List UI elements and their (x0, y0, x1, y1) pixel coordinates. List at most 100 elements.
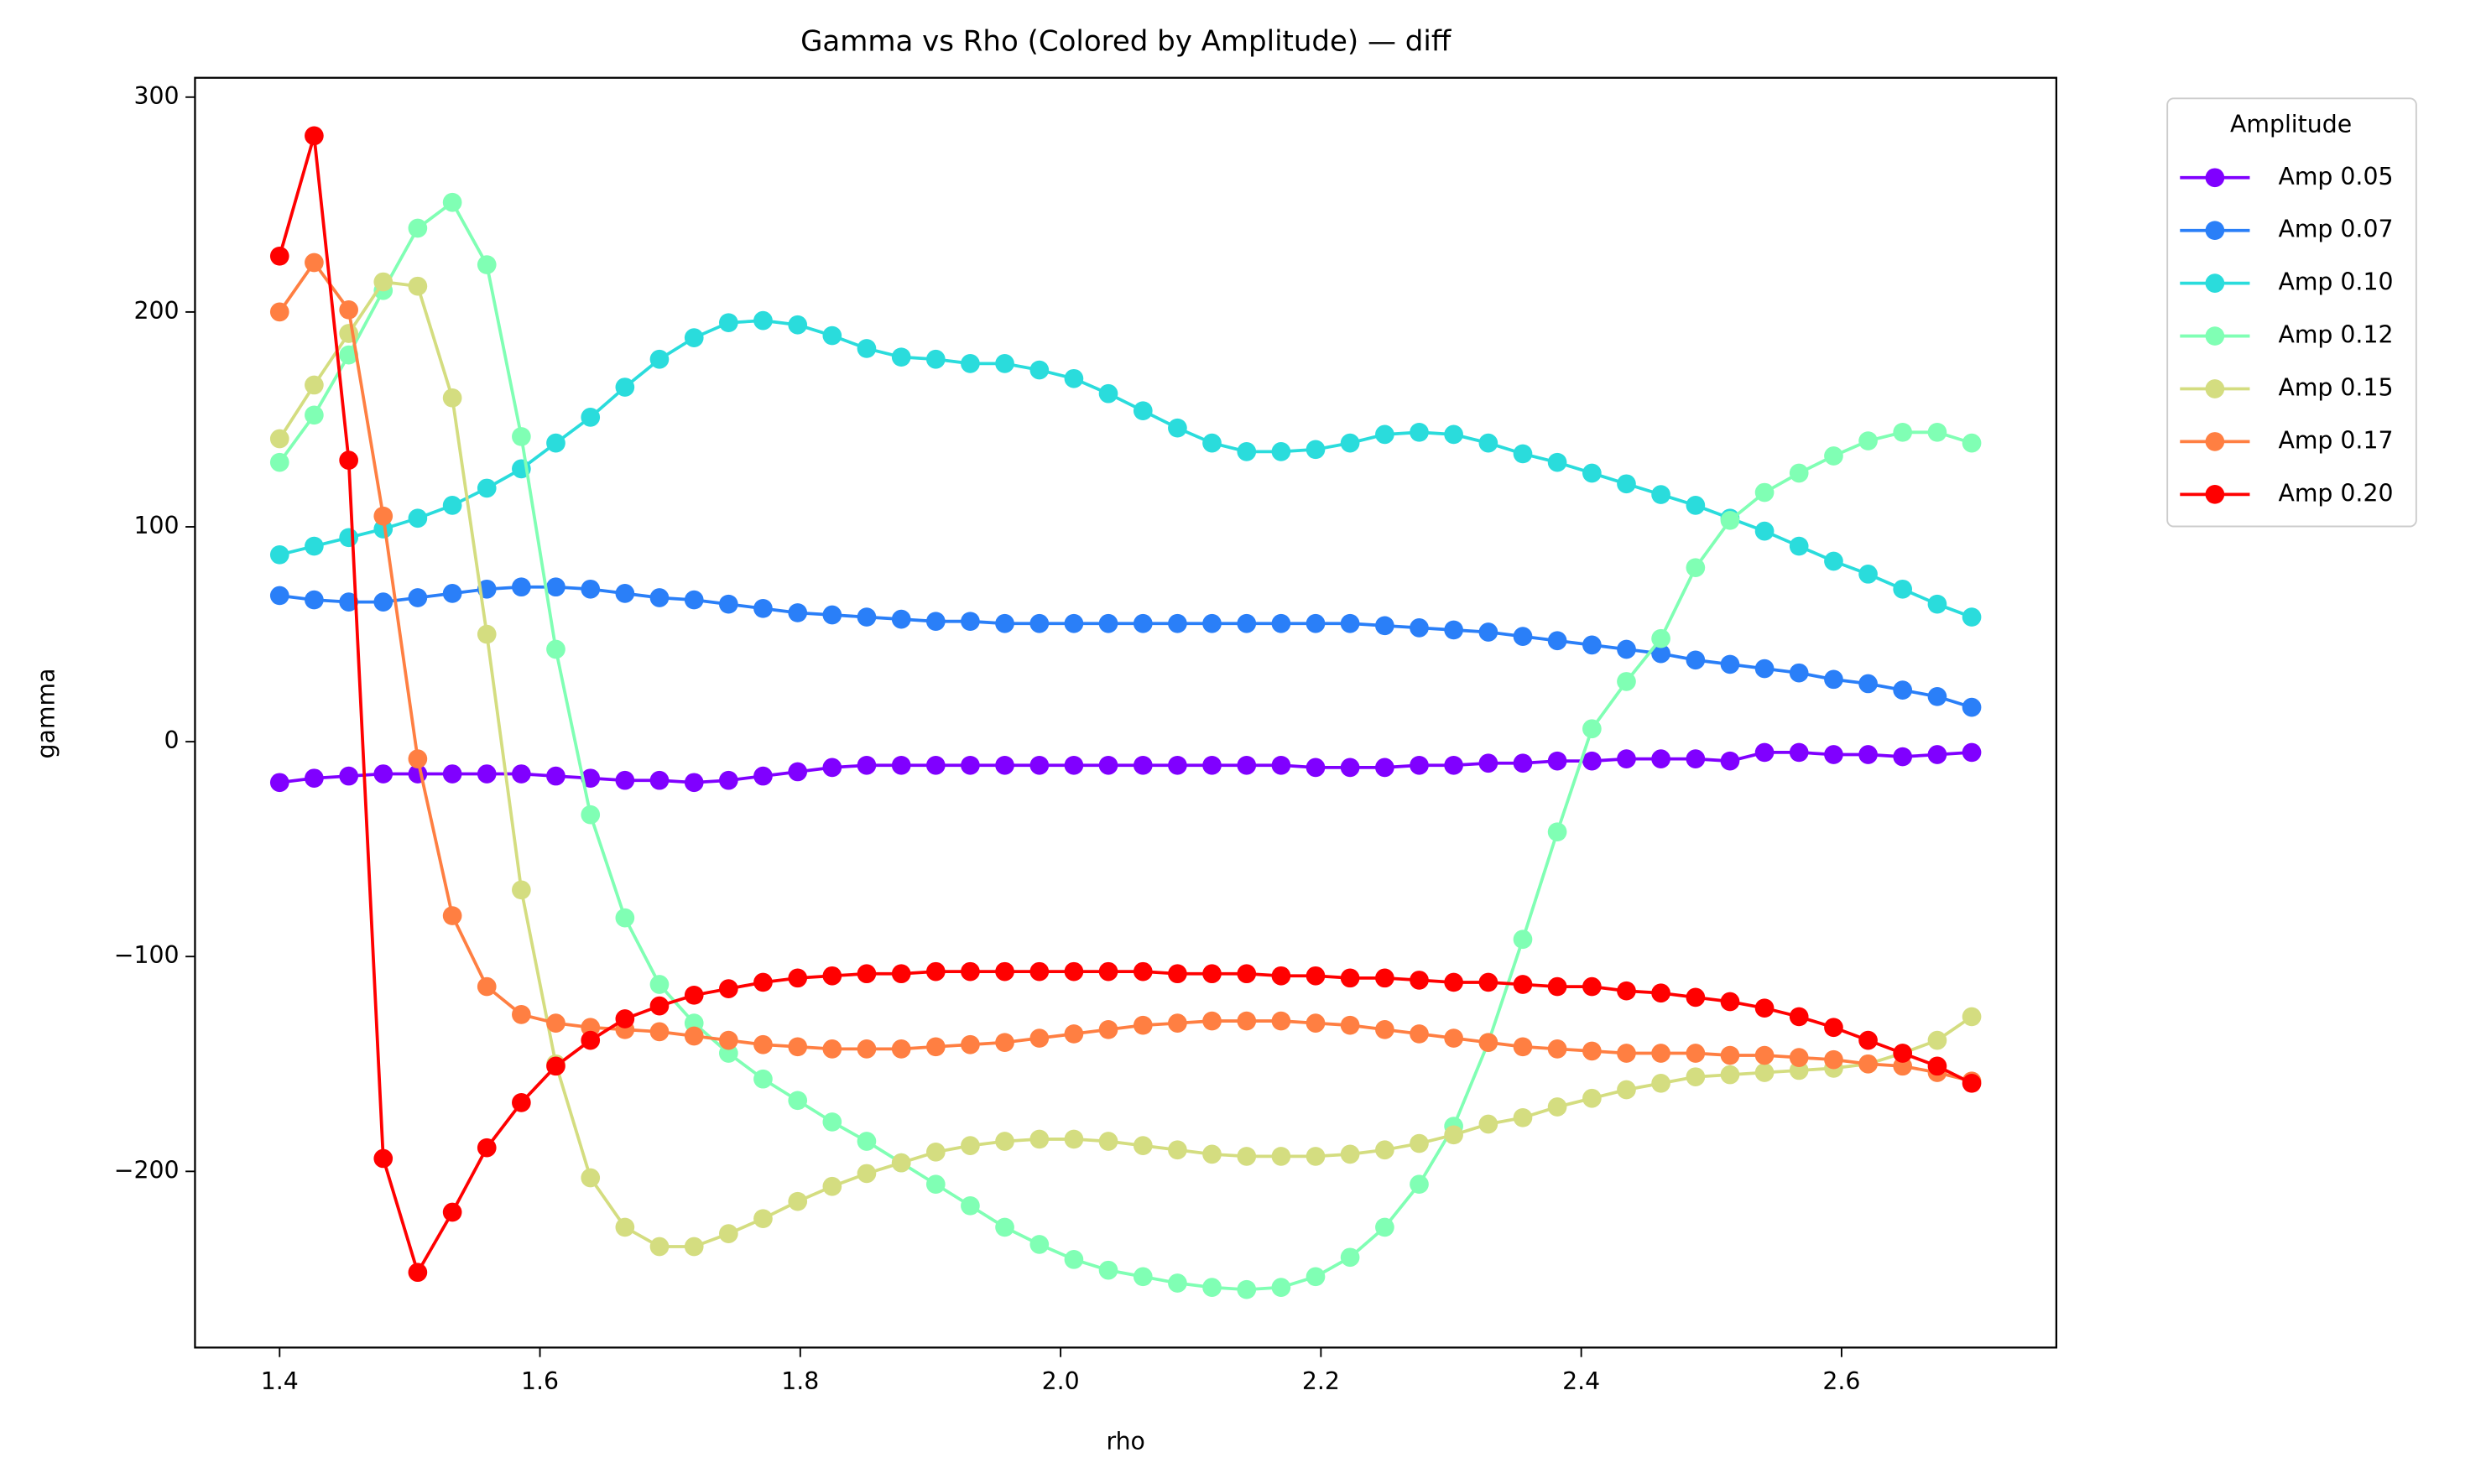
point (1962, 1073, 1982, 1093)
point (1133, 401, 1153, 421)
point (1306, 613, 1326, 633)
point (1478, 622, 1498, 642)
point (373, 592, 393, 612)
point (1513, 444, 1533, 464)
point (857, 339, 877, 358)
point (1340, 613, 1360, 633)
point (442, 906, 462, 925)
point (1478, 1033, 1498, 1053)
point (1478, 753, 1498, 773)
point (373, 1148, 393, 1169)
x-tick-label: 2.2 (1302, 1367, 1340, 1395)
point (1237, 964, 1257, 984)
point (925, 349, 946, 369)
point (891, 347, 911, 367)
point (1582, 463, 1602, 483)
point (305, 126, 324, 146)
y-tick-label: −200 (114, 1156, 180, 1184)
point (1202, 964, 1222, 984)
point (1617, 981, 1636, 1001)
point (1686, 496, 1706, 515)
point (995, 613, 1014, 633)
point (477, 764, 497, 784)
point (1547, 1097, 1567, 1117)
point (788, 1191, 808, 1211)
point (1168, 613, 1187, 633)
point (995, 755, 1014, 775)
point (1547, 751, 1567, 771)
point (1754, 521, 1775, 541)
y-tick-label: 100 (133, 512, 179, 539)
point (581, 579, 601, 599)
point (1547, 452, 1567, 472)
point (1375, 758, 1394, 778)
point (305, 405, 324, 425)
point (1237, 613, 1257, 633)
point (684, 328, 704, 347)
point (305, 768, 324, 788)
point (1133, 755, 1153, 775)
point (684, 590, 704, 610)
point (1513, 975, 1533, 994)
point (822, 1039, 842, 1059)
point (408, 588, 428, 607)
point (1858, 674, 1878, 694)
point (1375, 424, 1394, 445)
point (373, 506, 393, 526)
point (925, 1142, 946, 1162)
point (546, 639, 565, 659)
point (1444, 424, 1463, 445)
point (442, 496, 462, 515)
point (788, 762, 808, 782)
point (269, 246, 289, 266)
point (788, 603, 808, 622)
point (1410, 422, 1429, 442)
y-tick-label: 200 (133, 297, 179, 325)
legend-label: Amp 0.07 (2278, 216, 2393, 243)
point (1962, 697, 1982, 717)
chart-title: Gamma vs Rho (Colored by Amplitude) — di… (800, 25, 1452, 59)
point (1893, 579, 1913, 599)
point (857, 755, 877, 775)
point (1824, 1018, 1843, 1038)
point (1271, 755, 1291, 775)
point (442, 764, 462, 784)
point (581, 1030, 601, 1050)
legend-marker (2205, 484, 2225, 504)
point (1617, 1080, 1636, 1100)
point (305, 375, 324, 395)
point (1029, 1028, 1050, 1048)
point (1064, 961, 1084, 982)
point (442, 388, 462, 408)
point (1513, 627, 1533, 646)
point (305, 536, 324, 556)
point (753, 972, 773, 992)
plot-area (269, 126, 1982, 1299)
point (1582, 976, 1602, 997)
point (719, 770, 738, 790)
legend-marker (2205, 273, 2225, 293)
point (1686, 558, 1706, 578)
point (1720, 751, 1740, 771)
point (615, 378, 635, 397)
point (995, 1033, 1014, 1053)
point (1686, 987, 1706, 1008)
point (719, 313, 738, 333)
point (788, 1037, 808, 1057)
point (891, 755, 911, 775)
point (408, 749, 428, 768)
legend-marker (2205, 379, 2225, 398)
point (961, 1034, 980, 1054)
point (1651, 983, 1670, 1003)
point (1651, 749, 1670, 768)
point (1444, 755, 1463, 775)
point (1789, 1007, 1809, 1027)
point (339, 592, 358, 612)
legend-title: Amplitude (2230, 110, 2352, 138)
point (1927, 686, 1947, 706)
point (1237, 755, 1257, 775)
point (857, 1164, 877, 1184)
point (1444, 1028, 1463, 1048)
point (822, 325, 842, 346)
point (1340, 1144, 1360, 1164)
